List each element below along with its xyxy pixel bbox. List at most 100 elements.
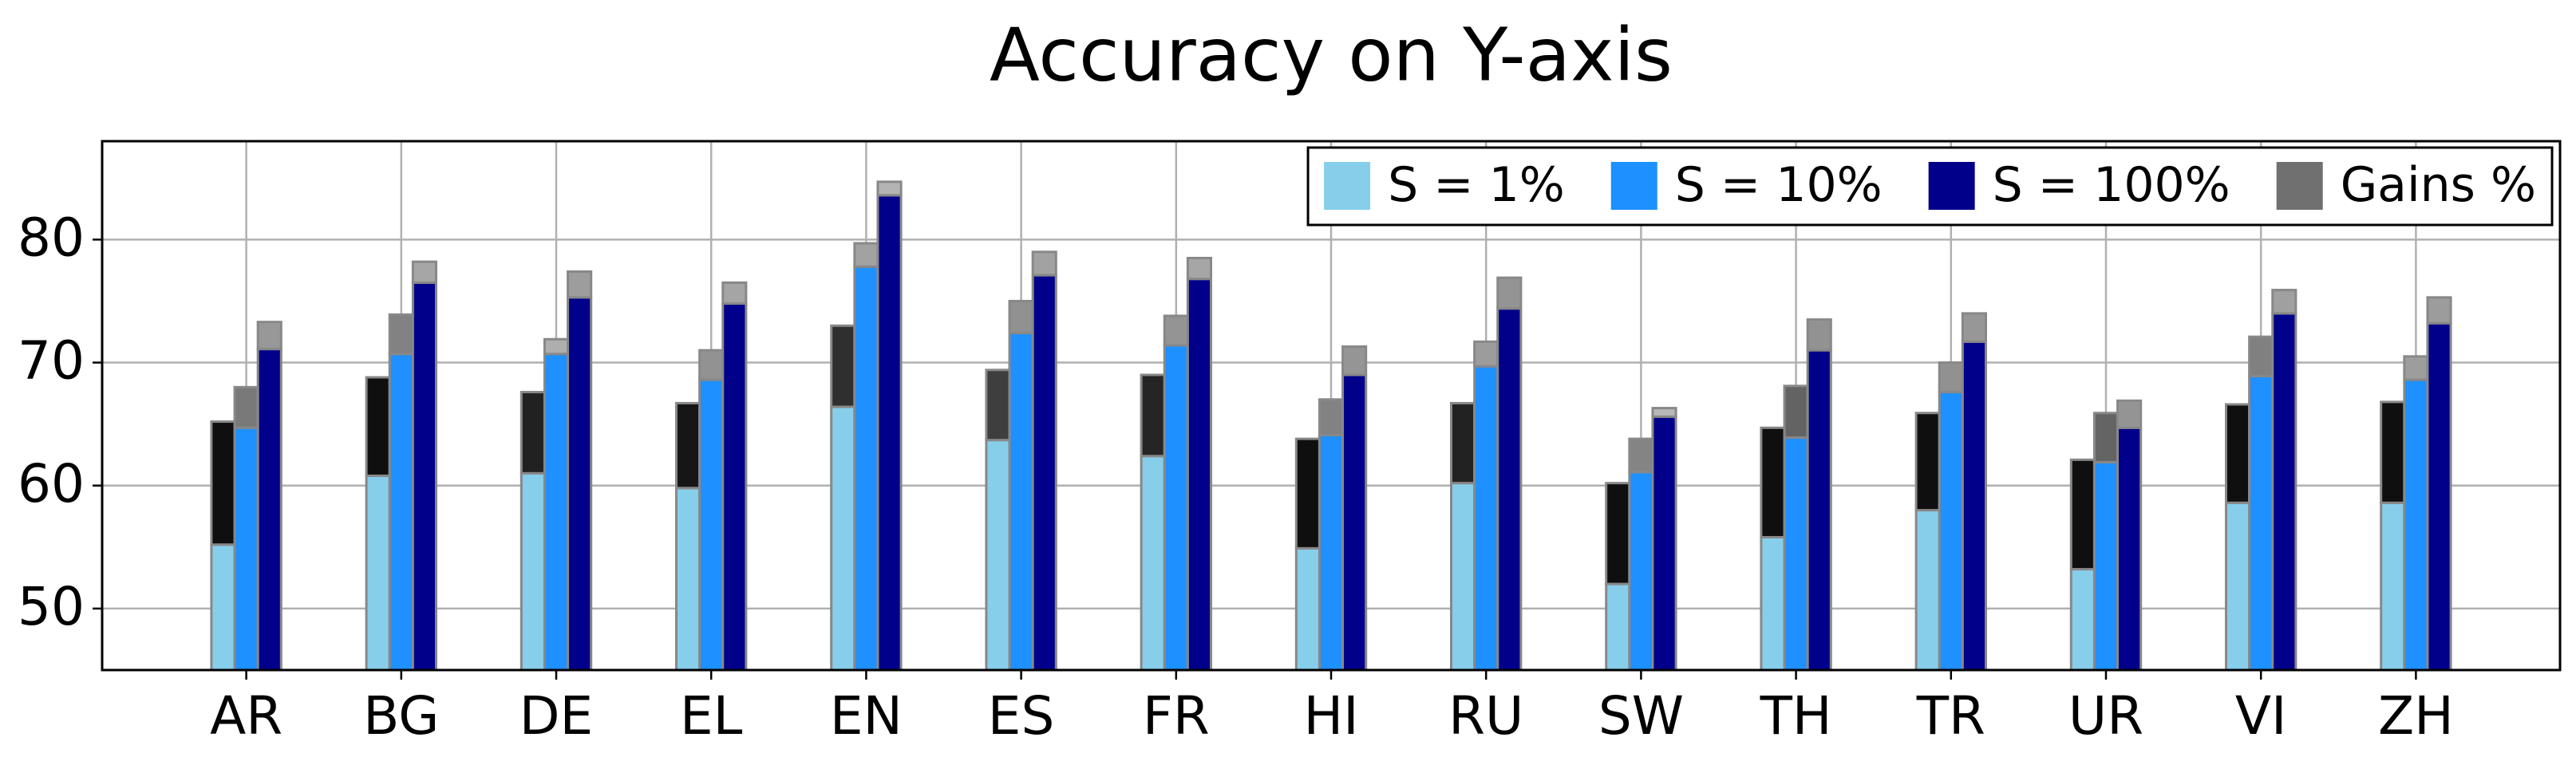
bar (1473, 365, 1499, 672)
bar (2426, 321, 2452, 672)
y-tick-label: 70 (18, 330, 85, 392)
bar (411, 281, 437, 672)
gain-bar (1628, 437, 1654, 474)
bar (1783, 436, 1809, 672)
bar (876, 194, 903, 672)
gain-bar (1961, 312, 1987, 343)
bar (1651, 415, 1677, 672)
bar (1031, 274, 1057, 672)
bar (520, 471, 546, 672)
bar (985, 439, 1011, 672)
gain-bar (2271, 289, 2297, 315)
bar (1186, 278, 1212, 672)
bar (2271, 312, 2297, 672)
gain-bar (1341, 345, 1368, 377)
gain-bar (1140, 373, 1166, 458)
gain-bar (1008, 299, 1034, 335)
gain-bar (1450, 401, 1476, 485)
legend-label: Gains % (2341, 157, 2536, 213)
x-tick-label: ES (988, 685, 1055, 747)
bar (830, 405, 856, 672)
bar (721, 302, 748, 672)
bar (1163, 344, 1189, 672)
y-tick-label: 80 (18, 207, 85, 268)
gain-bar (2092, 412, 2120, 463)
bar (2092, 460, 2120, 672)
bar (675, 487, 701, 672)
bar (853, 265, 879, 672)
gain-bar (1294, 437, 1321, 550)
gain-bar (1651, 407, 1677, 418)
bar (1140, 455, 1166, 672)
bar (2380, 501, 2406, 672)
gain-bar (233, 385, 259, 429)
bar (1914, 509, 1941, 672)
gain-bar (675, 401, 701, 490)
gain-bar (567, 270, 593, 299)
gain-bar (1496, 276, 1523, 310)
legend-swatch (1324, 162, 1371, 210)
bar (388, 353, 414, 672)
bar (1450, 482, 1476, 672)
gain-bar (365, 376, 391, 477)
x-tick-label: TR (1916, 685, 1985, 747)
bar (1961, 340, 1987, 672)
gain-bar (520, 391, 546, 475)
legend-label: S = 1% (1388, 157, 1565, 213)
x-tick-label: VI (2235, 685, 2287, 747)
x-tick-label: AR (210, 685, 282, 747)
bar (1318, 434, 1345, 672)
gain-bar (2403, 355, 2429, 381)
legend-label: S = 10% (1675, 157, 1883, 213)
chart-title: Accuracy on Y-axis (990, 12, 1673, 97)
legend-swatch (2276, 162, 2323, 210)
gain-bar (1473, 340, 1499, 368)
gain-bar (1914, 412, 1941, 512)
gain-bar (1031, 250, 1057, 277)
bar (2069, 568, 2096, 672)
bar (1806, 349, 1832, 672)
x-tick-label: HI (1303, 685, 1358, 747)
gain-bar (721, 281, 748, 306)
bar (2248, 374, 2274, 672)
legend-swatch (1610, 162, 1657, 210)
bar (1008, 332, 1034, 672)
x-tick-label: RU (1448, 685, 1523, 747)
gain-bar (210, 420, 236, 546)
bar (365, 474, 391, 672)
x-tick-label: SW (1598, 685, 1684, 747)
gain-bar (2248, 335, 2274, 377)
bar (567, 296, 593, 672)
gain-bar (1783, 384, 1809, 440)
legend-label: S = 100% (1993, 157, 2230, 213)
bar (1294, 546, 1321, 672)
y-tick-label: 60 (18, 453, 85, 515)
gain-bar (256, 321, 282, 351)
bar (2225, 501, 2251, 672)
bar (233, 426, 259, 672)
y-tick-label: 50 (18, 576, 85, 637)
gain-bar (1938, 361, 1964, 394)
bar (1341, 373, 1368, 672)
gain-bar (1760, 426, 1786, 538)
gain-bar (2116, 399, 2143, 429)
gain-bar (1186, 256, 1212, 281)
bar (2116, 426, 2143, 672)
gain-bar (2380, 400, 2406, 504)
bar (1605, 582, 1631, 672)
bar (256, 348, 282, 672)
legend: S = 1% S = 10% S = 100% Gains % (1306, 146, 2554, 227)
plot-frame (101, 140, 2562, 672)
gain-bar (1806, 318, 1832, 352)
bar (210, 543, 236, 672)
legend-swatch (1928, 162, 1975, 210)
gain-bar (876, 180, 903, 197)
bar (1628, 471, 1654, 672)
gain-bar (830, 324, 856, 408)
x-tick-label: EN (830, 685, 903, 747)
gain-bar (543, 337, 570, 356)
gain-bar (1163, 314, 1189, 347)
x-tick-label: ZH (2378, 685, 2454, 747)
bar (698, 378, 725, 672)
